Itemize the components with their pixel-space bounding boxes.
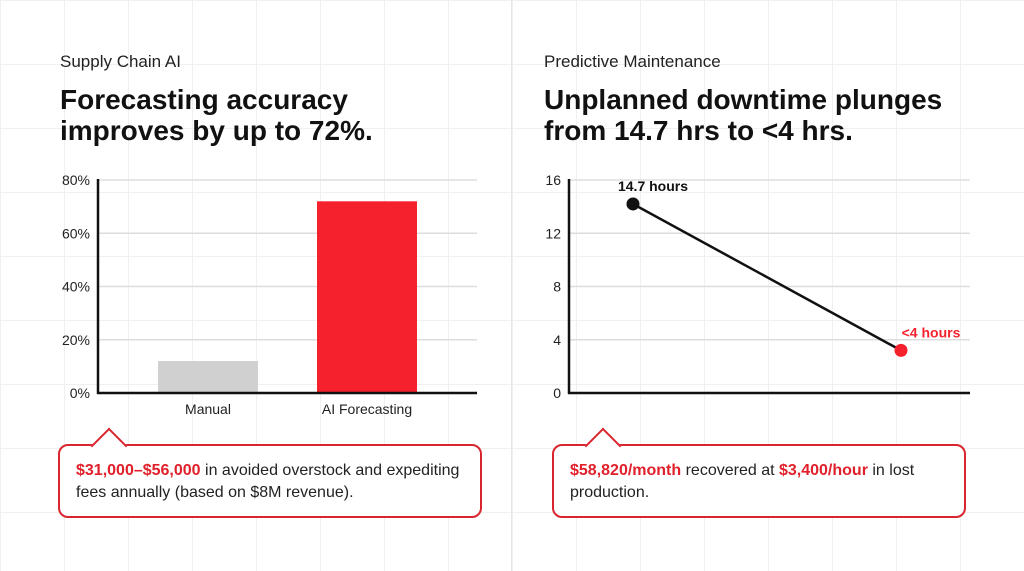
callout-pointer xyxy=(584,427,622,465)
y-tick-label: 0% xyxy=(70,385,90,401)
callout-highlight: $58,820/month xyxy=(570,462,682,479)
x-tick-label: Manual xyxy=(185,401,231,417)
y-tick-label: 80% xyxy=(62,172,90,188)
maintenance-panel: Predictive Maintenance Unplanned downtim… xyxy=(512,0,1024,571)
callout-highlight: $3,400/hour xyxy=(778,462,868,479)
bar-ai-forecasting xyxy=(317,201,417,393)
bar-chart: 0% 20% 40% 60% 80% Manual AI Forecasting xyxy=(62,172,477,417)
callout-body: recovered at xyxy=(681,462,779,479)
headline: Unplanned downtime plunges from 14.7 hrs… xyxy=(544,84,942,146)
y-tick-label: 4 xyxy=(553,332,561,348)
eyebrow: Supply Chain AI xyxy=(60,52,181,71)
data-point xyxy=(894,343,908,357)
callout-highlight: $31,000–$56,000 xyxy=(76,462,201,479)
y-tick-label: 8 xyxy=(553,279,561,295)
callout-pointer xyxy=(90,427,128,465)
y-tick-label: 60% xyxy=(62,225,90,241)
headline-line: improves by up to 72%. xyxy=(60,115,373,146)
callout-text: $31,000–$56,000 in avoided overstock and… xyxy=(76,462,459,501)
eyebrow: Predictive Maintenance xyxy=(544,52,721,71)
headline-line: Forecasting accuracy xyxy=(60,84,348,115)
trend-line xyxy=(632,202,902,352)
y-tick-label: 40% xyxy=(62,279,90,295)
y-tick-label: 12 xyxy=(545,225,561,241)
callout-body: in avoided overstock and expediting fees… xyxy=(76,462,460,501)
headline-line: Unplanned downtime plunges xyxy=(544,84,943,115)
callout-text: $58,820/month recovered at $3,400/hour i… xyxy=(570,462,914,501)
data-point xyxy=(626,197,640,211)
data-label: <4 hours xyxy=(902,324,961,340)
headline: Forecasting accuracy improves by up to 7… xyxy=(60,84,373,146)
bar-manual xyxy=(158,361,258,393)
headline-line: from 14.7 hrs to <4 hrs. xyxy=(544,115,853,146)
x-tick-label: AI Forecasting xyxy=(322,401,412,417)
line-chart: 0 4 8 12 16 14.7 hours <4 hours xyxy=(545,172,970,401)
panel-divider xyxy=(511,0,512,571)
recovery-callout: $58,820/month recovered at $3,400/hour i… xyxy=(552,427,966,518)
savings-callout: $31,000–$56,000 in avoided overstock and… xyxy=(58,427,482,518)
y-tick-label: 20% xyxy=(62,332,90,348)
callout-body: in lost production. xyxy=(570,462,915,501)
y-tick-label: 16 xyxy=(545,172,561,188)
y-tick-label: 0 xyxy=(553,385,561,401)
data-label: 14.7 hours xyxy=(618,178,688,194)
supply-chain-panel: Supply Chain AI Forecasting accuracy imp… xyxy=(58,52,482,518)
